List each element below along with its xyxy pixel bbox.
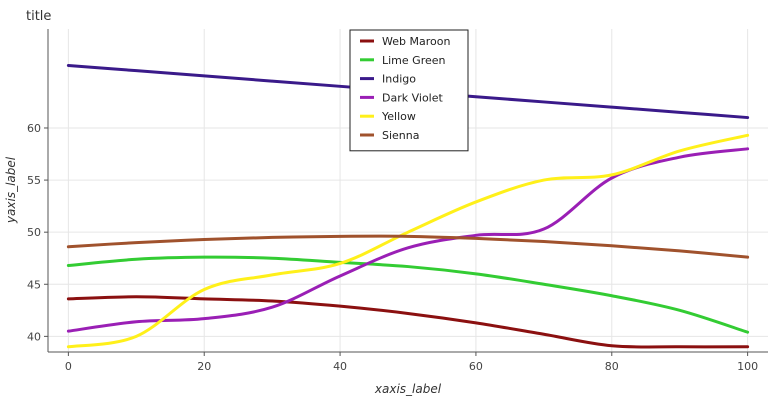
y-axis-title: yaxis_label <box>4 156 18 224</box>
series-lines <box>66 63 750 349</box>
x-tick-label: 20 <box>197 360 211 373</box>
legend-entry-label: Lime Green <box>382 54 446 67</box>
chart-title: title <box>26 9 51 24</box>
axes: 40 45 50 55 60 0 20 40 60 80 100 <box>27 29 768 373</box>
series-line-web-maroon <box>66 295 750 349</box>
x-tick-label: 40 <box>333 360 347 373</box>
legend-entry-label: Yellow <box>381 110 416 123</box>
y-tick-label: 60 <box>27 122 41 135</box>
y-tick-label: 55 <box>27 174 41 187</box>
series-line-lime-green <box>66 255 750 334</box>
legend-box <box>349 29 469 152</box>
y-tick-label: 50 <box>27 226 41 239</box>
x-axis-title: xaxis_label <box>374 382 442 396</box>
legend-entry-label: Dark Violet <box>382 91 443 104</box>
x-tick-label: 80 <box>605 360 619 373</box>
y-tick-label: 40 <box>27 330 41 343</box>
series-line-sienna <box>66 234 750 259</box>
x-tick-label: 60 <box>469 360 483 373</box>
x-tick-label: 0 <box>65 360 72 373</box>
legend-entry-label: Sienna <box>382 129 420 142</box>
x-tick-label: 100 <box>737 360 758 373</box>
legend-entry-label: Indigo <box>382 73 416 86</box>
y-tick-label: 45 <box>27 278 41 291</box>
legend: Web Maroon Lime Green Indigo Dark Violet Yel… <box>349 29 469 152</box>
series-line-yellow <box>66 133 750 349</box>
legend-entry-label: Web Maroon <box>382 35 450 48</box>
